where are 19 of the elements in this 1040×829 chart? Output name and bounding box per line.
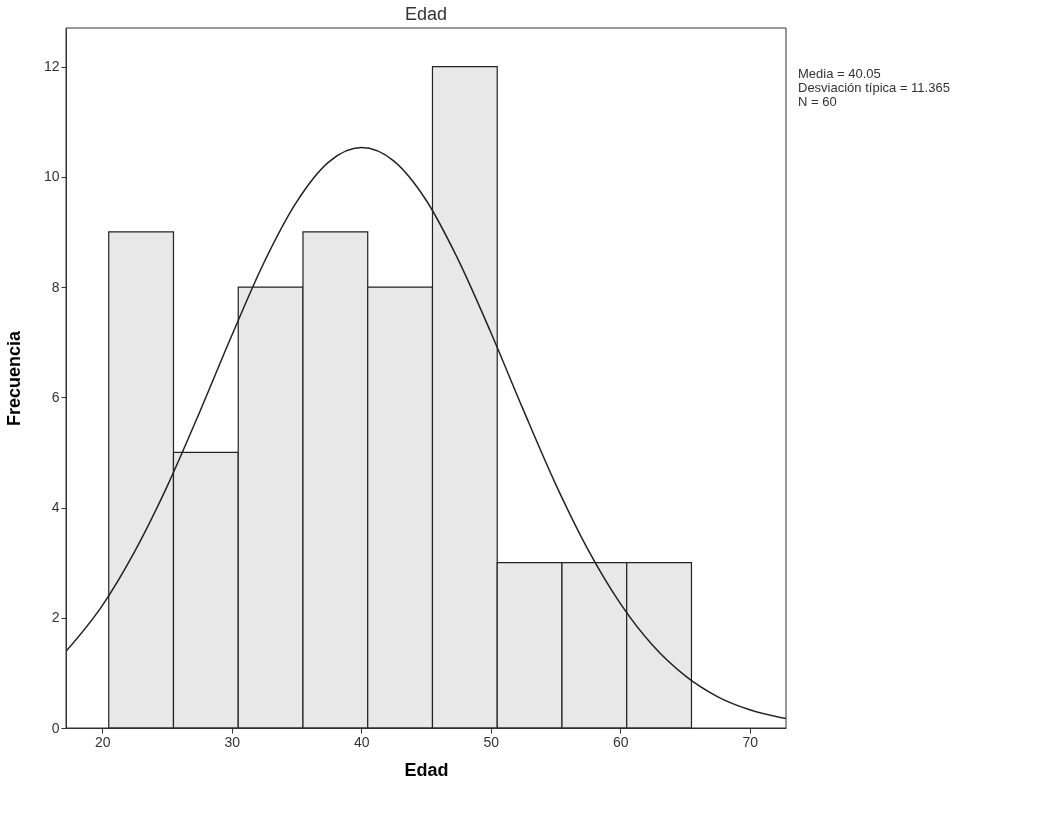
x-tick-label: 30	[224, 733, 241, 750]
y-tick-label: 12	[43, 58, 60, 75]
y-tick-label: 10	[43, 168, 60, 185]
x-tick-label: 50	[483, 733, 500, 750]
y-tick-label: 0	[51, 719, 60, 736]
chart-title: Edad	[404, 3, 448, 24]
y-tick-label: 4	[51, 499, 60, 516]
y-axis-title: Frecuencia	[3, 329, 24, 427]
text: N = 60	[798, 94, 837, 109]
text: Media = 40.05	[798, 66, 881, 81]
x-tick-label: 70	[742, 733, 759, 750]
y-tick-label: 6	[51, 388, 60, 405]
text: Desviación típica = 11.365	[798, 80, 950, 95]
y-tick-label: 2	[51, 609, 60, 626]
x-axis-title: Edad	[404, 759, 449, 780]
x-tick-label: 40	[353, 733, 370, 750]
x-tick-label: 20	[94, 733, 111, 750]
x-tick-label: 60	[612, 733, 629, 750]
y-tick-label: 8	[51, 278, 60, 295]
